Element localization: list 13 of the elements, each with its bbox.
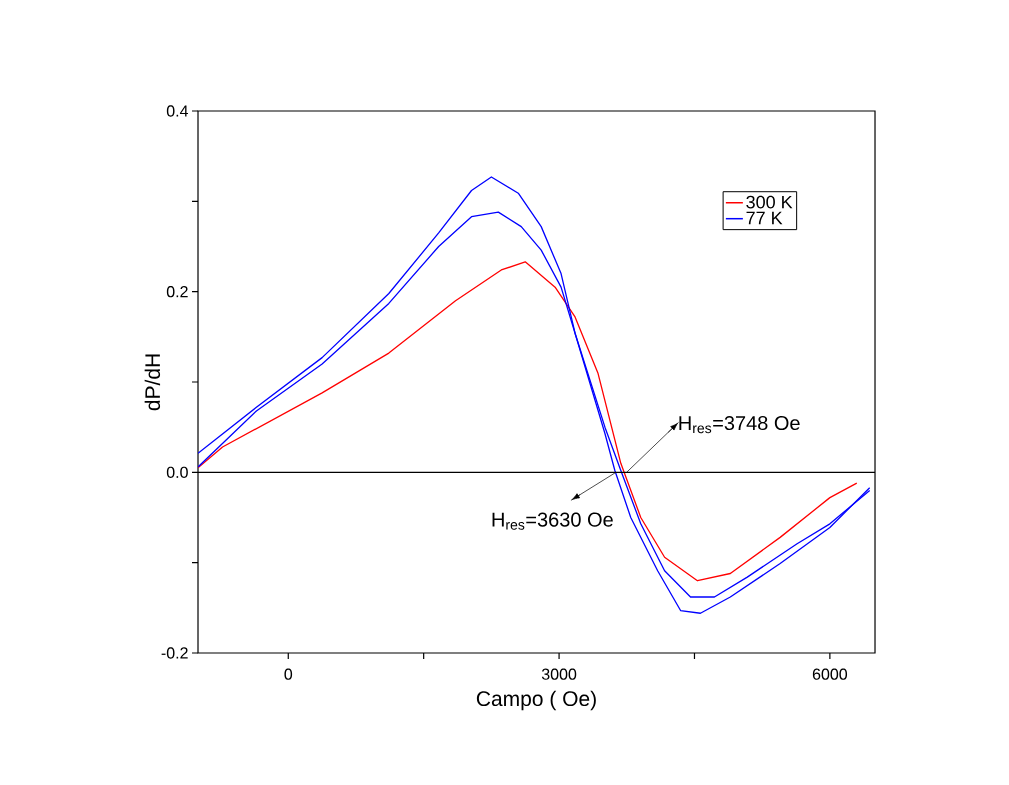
x-tick-label: 6000: [812, 668, 848, 680]
y-tick-label: 0.0: [166, 466, 188, 478]
legend-label: 300 K: [746, 195, 793, 209]
x-tick-label: 3000: [541, 668, 577, 680]
y-axis-title: dP/dH: [144, 354, 161, 411]
annotation: H$_{res}$=3630 Oe: [492, 512, 613, 530]
y-tick-label: 0.2: [166, 286, 188, 298]
x-tick-label: 0: [284, 668, 293, 680]
legend-label: 77 K: [746, 211, 783, 225]
y-tick-label: -0.2: [161, 647, 188, 659]
annotation: H$_{res}$=3748 Oe: [679, 415, 800, 434]
x-axis-title: Campo ( Oe): [476, 690, 596, 711]
y-tick-label: 0.4: [166, 105, 189, 117]
